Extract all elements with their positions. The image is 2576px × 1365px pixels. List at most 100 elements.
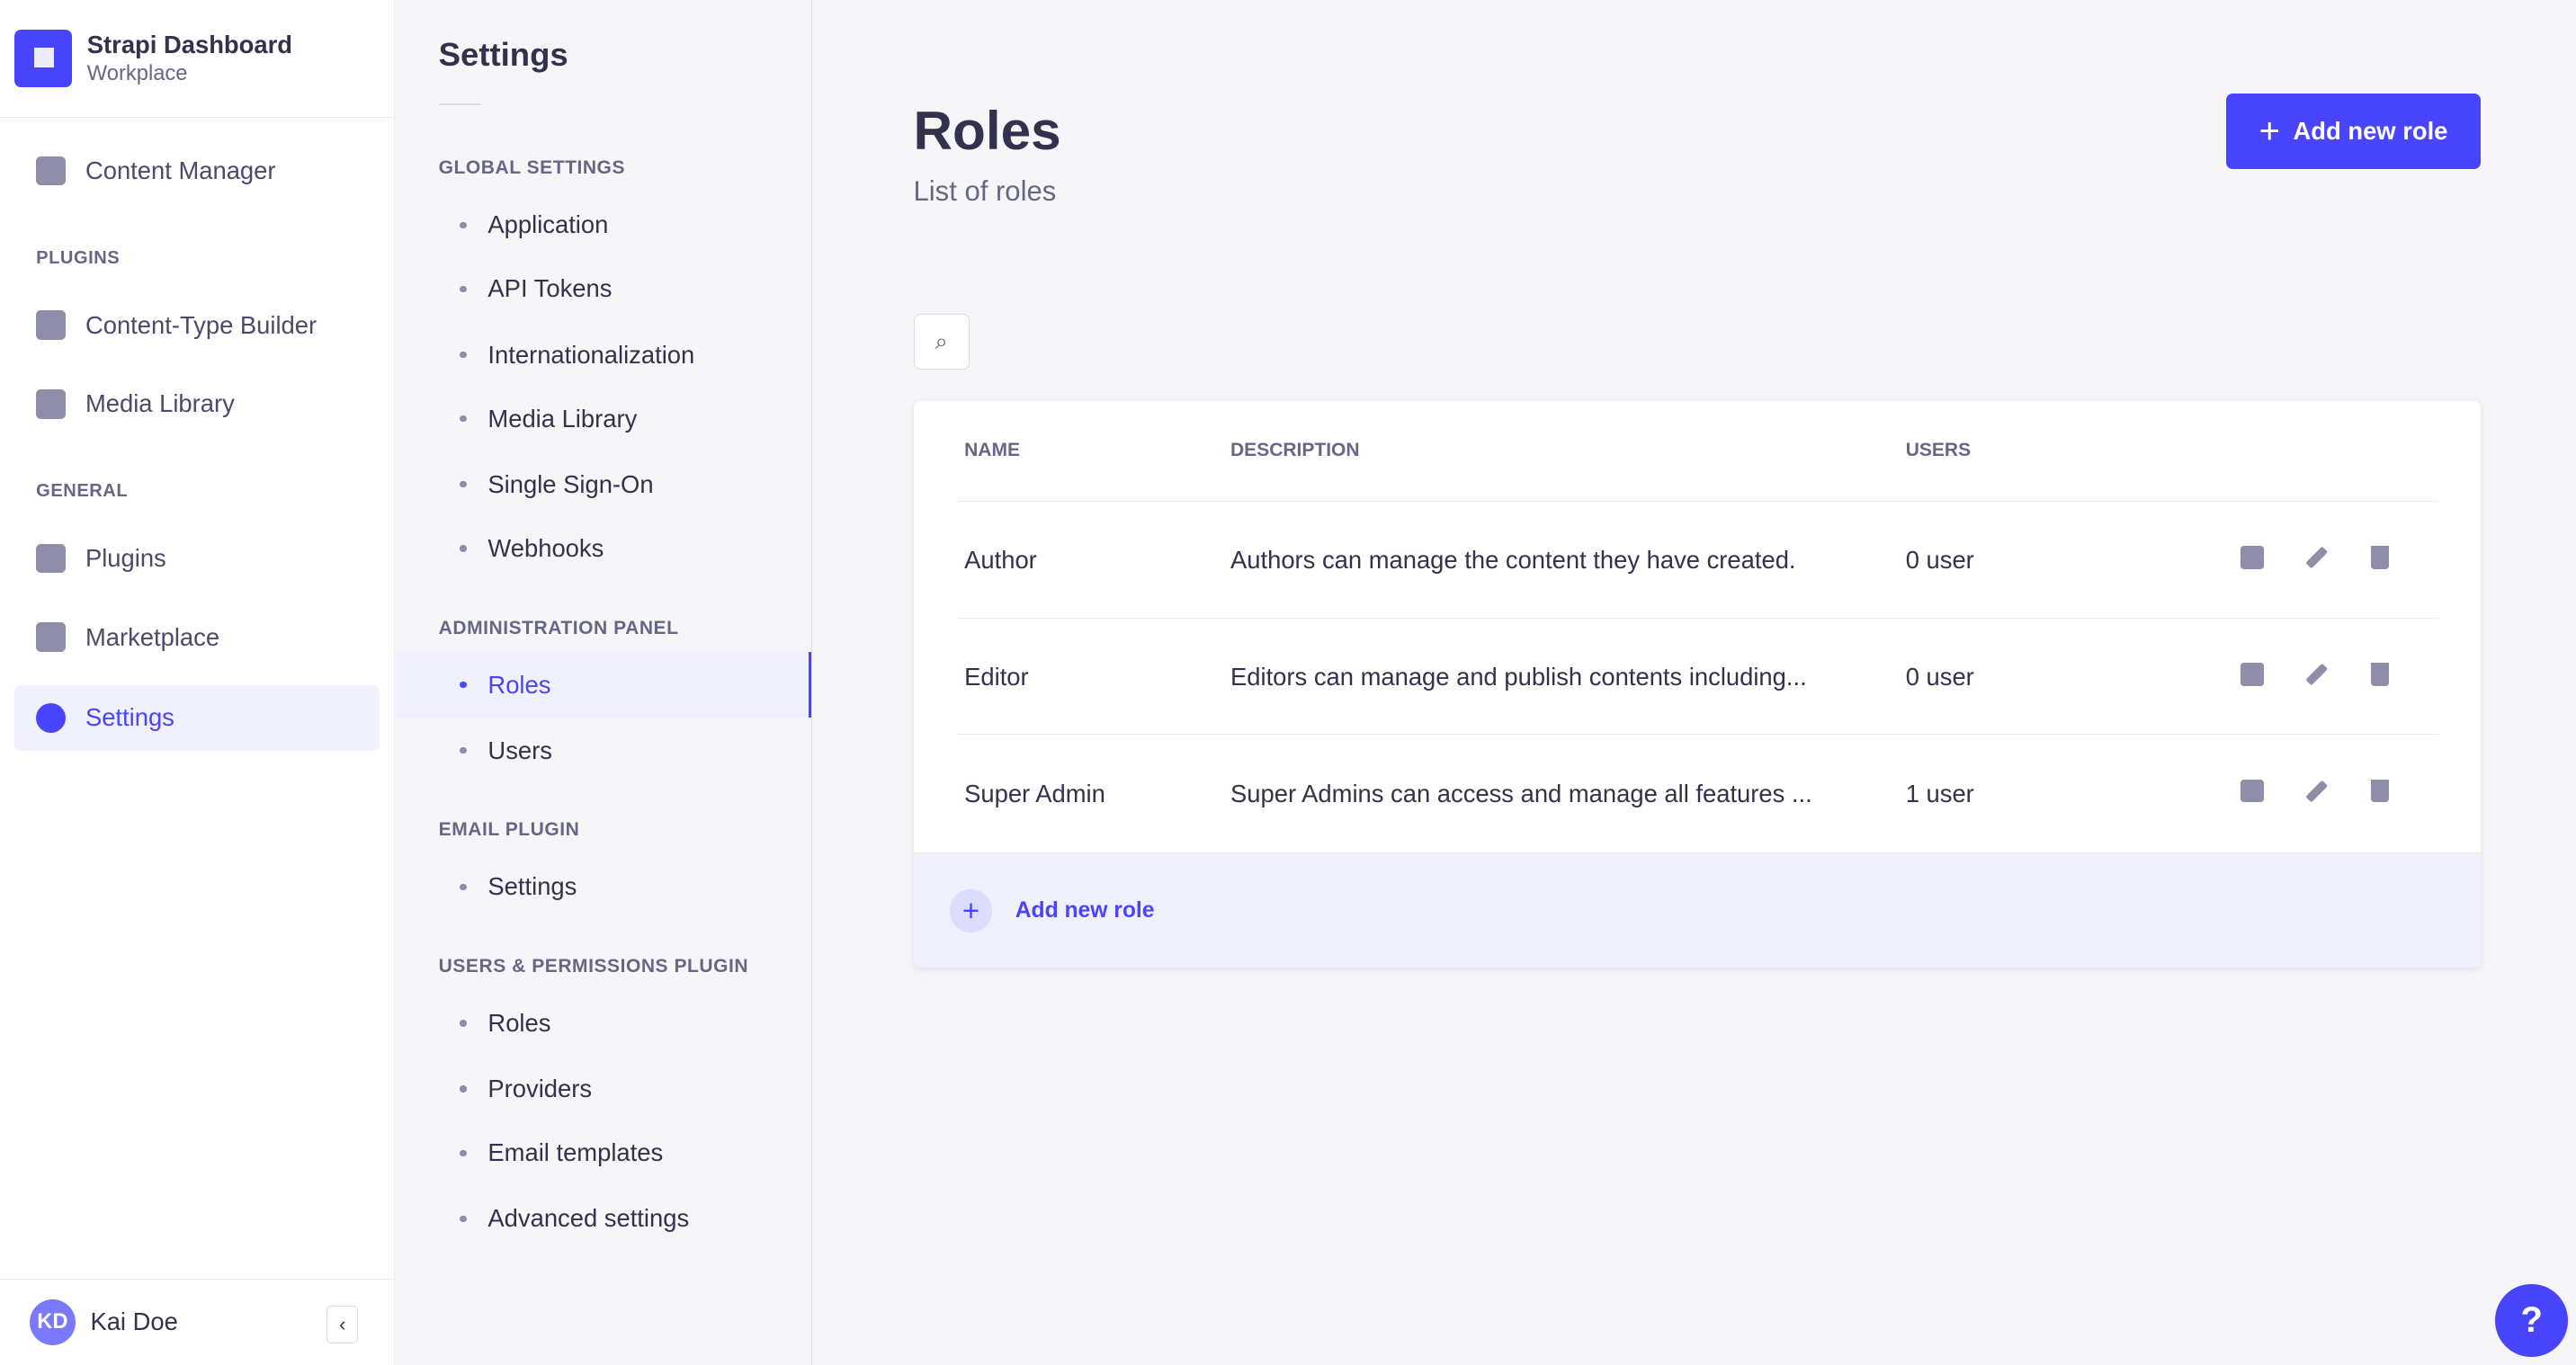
nav-marketplace[interactable]: Marketplace — [14, 604, 379, 670]
role-users: 1 user — [1905, 779, 1974, 807]
nav-label: Media Library — [85, 389, 235, 418]
add-new-role-button[interactable]: + Add new role — [2225, 94, 2481, 170]
bullet-icon — [460, 351, 467, 359]
nav-label: Plugins — [85, 543, 166, 572]
plus-icon: + — [2258, 111, 2280, 152]
brand-title: Strapi Dashboard — [86, 30, 292, 58]
bullet-icon — [460, 415, 467, 423]
subnav-label: Webhooks — [487, 534, 604, 563]
nav-settings[interactable]: Settings — [14, 684, 380, 751]
role-description: Editors can manage and publish contents … — [1230, 663, 1807, 691]
subnav-item[interactable]: Users — [396, 718, 811, 783]
section-administration-panel: ADMINISTRATION PANEL — [438, 617, 679, 638]
pencil-icon[interactable] — [2305, 546, 2328, 569]
column-header-description: DESCRIPTION — [1230, 440, 1360, 461]
subnav-label: Advanced settings — [487, 1204, 690, 1233]
subnav-item[interactable]: Roles — [396, 990, 811, 1056]
brand-subtitle: Workplace — [86, 62, 188, 86]
add-role-label: Add new role — [1015, 897, 1155, 923]
table-row[interactable]: Editor Editors can manage and publish con… — [956, 617, 2438, 736]
bullet-icon — [460, 545, 467, 552]
nav-media-library[interactable]: Media Library — [14, 371, 379, 437]
plus-circle-icon: + — [949, 889, 993, 932]
nav-section-general: GENERAL — [36, 481, 129, 502]
cart-icon — [36, 622, 67, 653]
role-name: Super Admin — [964, 779, 1105, 807]
subnav-label: Single Sign-On — [487, 469, 654, 498]
main-content: Roles List of roles + Add new role ⌕ NAME… — [813, 0, 2576, 1365]
user-name: Kai Doe — [90, 1307, 178, 1336]
pencil-icon[interactable] — [2305, 780, 2328, 802]
role-name: Editor — [964, 663, 1029, 691]
nav-section-plugins: PLUGINS — [36, 247, 121, 268]
bullet-icon — [460, 285, 467, 293]
subnav-item[interactable]: Providers — [396, 1056, 811, 1121]
subnav-label: Email templates — [487, 1138, 664, 1167]
role-description: Authors can manage the content they have… — [1230, 546, 1796, 575]
nav-label: Content Manager — [85, 156, 276, 184]
layout-icon — [36, 310, 67, 341]
subnav-label: Roles — [487, 1008, 551, 1037]
roles-table: NAME DESCRIPTION USERS Author Authors can… — [913, 400, 2481, 968]
strapi-logo-icon — [14, 29, 73, 87]
gear-icon — [36, 702, 67, 733]
search-button[interactable]: ⌕ — [913, 313, 970, 370]
duplicate-icon[interactable] — [2241, 546, 2264, 569]
subnav-label: Media Library — [487, 404, 638, 433]
pencil-icon[interactable] — [2305, 663, 2328, 686]
nav-plugins[interactable]: Plugins — [14, 525, 379, 591]
role-users: 0 user — [1905, 663, 1974, 691]
trash-icon[interactable] — [2370, 663, 2389, 686]
nav-content-type-builder[interactable]: Content-Type Builder — [14, 292, 379, 358]
bullet-icon — [460, 221, 467, 228]
nav-label: Content-Type Builder — [85, 310, 318, 339]
section-users-permissions: USERS & PERMISSIONS PLUGIN — [438, 956, 749, 977]
trash-icon[interactable] — [2370, 779, 2389, 803]
subnav-item[interactable]: Roles — [396, 652, 811, 718]
subnav-item[interactable]: Single Sign-On — [396, 451, 811, 517]
subnav-label: Settings — [487, 872, 577, 901]
column-header-users: USERS — [1905, 440, 1972, 461]
subnav-item[interactable]: Advanced settings — [396, 1186, 811, 1252]
avatar: KD — [29, 1298, 76, 1345]
user-menu[interactable]: KD Kai Doe ‹ — [0, 1278, 395, 1365]
nav-label: Settings — [85, 703, 174, 732]
subnav-item[interactable]: Internationalization — [396, 322, 811, 388]
trash-icon[interactable] — [2370, 546, 2389, 569]
page-subtitle: List of roles — [913, 175, 1057, 208]
table-row[interactable]: Super Admin Super Admins can access and m… — [956, 734, 2438, 852]
add-new-role-row[interactable]: + Add new role — [913, 852, 2481, 968]
subnav-item[interactable]: Email templates — [396, 1120, 811, 1186]
brand: Strapi Dashboard Workplace — [0, 0, 395, 118]
nav-content-manager[interactable]: Content Manager — [14, 138, 379, 203]
bullet-icon — [460, 1020, 467, 1027]
subnav-item[interactable]: Settings — [396, 854, 811, 920]
feather-icon — [36, 156, 67, 186]
page-title: Roles — [913, 99, 1061, 161]
help-button[interactable]: ? — [2495, 1284, 2568, 1357]
duplicate-icon[interactable] — [2241, 779, 2264, 803]
button-label: Add new role — [2293, 117, 2448, 146]
bullet-icon — [460, 883, 467, 890]
section-email-plugin: EMAIL PLUGIN — [438, 819, 580, 841]
subnav-item[interactable]: API Tokens — [396, 256, 811, 322]
subnav-item[interactable]: Webhooks — [396, 516, 811, 582]
divider — [438, 103, 482, 105]
table-row[interactable]: Author Authors can manage the content the… — [956, 501, 2438, 619]
subnav-label: API Tokens — [487, 274, 613, 303]
bullet-icon — [460, 1085, 467, 1093]
subnav-item[interactable]: Media Library — [396, 386, 811, 451]
collapse-nav-button[interactable]: ‹ — [326, 1306, 359, 1344]
image-icon — [36, 388, 67, 419]
bullet-icon — [460, 681, 467, 689]
duplicate-icon[interactable] — [2241, 663, 2264, 686]
settings-subnav: Settings GLOBAL SETTINGS ADMINISTRATION … — [396, 0, 813, 1365]
subnav-item[interactable]: Application — [396, 192, 811, 258]
subnav-label: Internationalization — [487, 340, 695, 369]
bullet-icon — [460, 747, 467, 754]
subnav-label: Roles — [487, 670, 551, 699]
bullet-icon — [460, 1149, 467, 1156]
subnav-label: Users — [487, 736, 552, 764]
subnav-label: Application — [487, 210, 609, 239]
column-header-name: NAME — [964, 440, 1020, 461]
